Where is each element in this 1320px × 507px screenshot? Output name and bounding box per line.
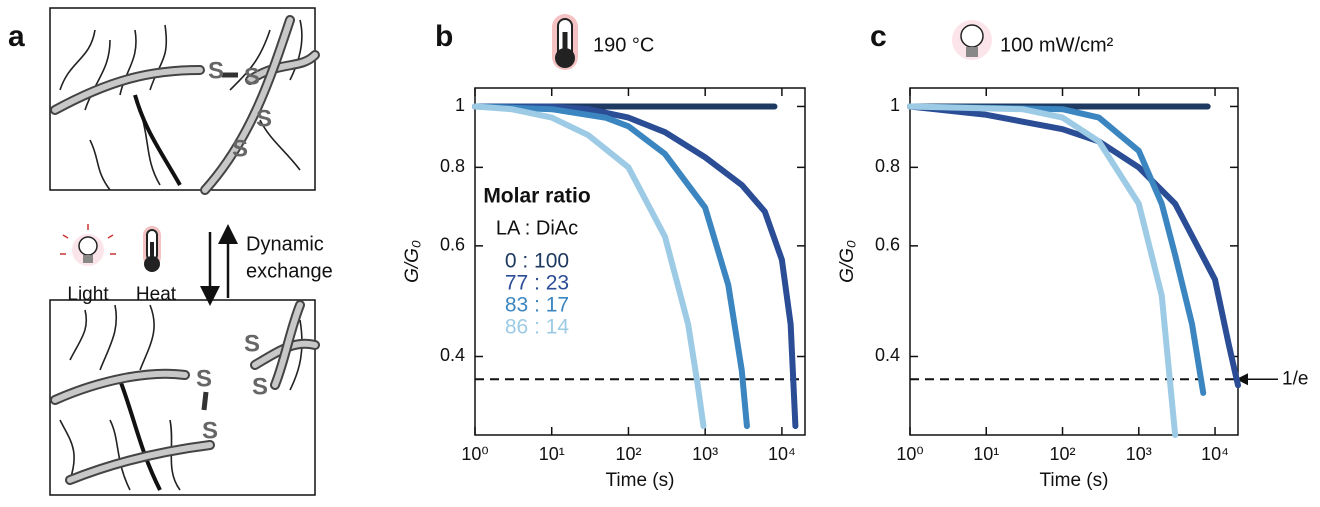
thermometer-icon [143, 226, 161, 272]
legend-entry: 77 : 23 [505, 272, 569, 295]
panel-label: c [870, 20, 887, 53]
sulfur: S [252, 373, 268, 400]
x-tick-label: 10⁴ [768, 444, 796, 464]
legend-entry: 83 : 17 [505, 294, 569, 317]
series-line [472, 103, 799, 430]
annotation: 190 °C [593, 34, 654, 56]
sulfur: S [202, 417, 218, 444]
legend-entry: 0 : 100 [505, 250, 569, 273]
light-label: Light [67, 284, 109, 305]
exchange-label: Dynamic [246, 233, 324, 255]
series-line [907, 103, 1207, 396]
sulfur: S [244, 330, 260, 357]
x-tick-label: 10³ [1126, 444, 1152, 464]
series-line [907, 103, 1241, 389]
y-tick-label: 0.4 [875, 345, 900, 365]
thermometer-icon [555, 48, 575, 68]
y-tick-label: 1 [455, 95, 465, 115]
annotation: 100 mW/cm² [1000, 34, 1114, 56]
network-bottom: S S S S [49, 299, 320, 496]
plot-frame [909, 87, 1239, 436]
y-tick-label: 0.6 [440, 235, 465, 255]
x-tick-label: 10³ [692, 444, 718, 464]
y-tick-label: 0.8 [440, 156, 465, 176]
bulb-icon [966, 47, 978, 57]
network-top: S S S S [49, 7, 320, 195]
series-line [472, 103, 750, 430]
panel-label: a [8, 20, 25, 53]
sulfur: S [256, 105, 272, 132]
x-tick-label: 10⁰ [896, 444, 923, 464]
heat-label: Heat [136, 284, 177, 305]
y-tick-label: 1 [890, 95, 900, 115]
exchange-label: exchange [246, 260, 333, 282]
y-tick-label: 0.8 [875, 156, 900, 176]
y-tick-label: 0.4 [440, 345, 465, 365]
x-tick-label: 10² [615, 444, 641, 464]
y-tick-label: 0.6 [875, 235, 900, 255]
sulfur: S [208, 57, 224, 84]
panel-label: b [435, 20, 453, 53]
series-line [472, 103, 707, 430]
x-axis-label: Time (s) [606, 470, 675, 491]
x-tick-label: 10¹ [973, 444, 999, 464]
bulb-icon [960, 24, 984, 48]
y-axis-label: G/G₀ [402, 240, 423, 283]
reference-label: 1/e [1282, 368, 1308, 389]
plot-frame [474, 87, 806, 436]
series-line [907, 103, 1179, 438]
x-tick-label: 10¹ [539, 444, 565, 464]
sulfur: S [232, 135, 248, 162]
sulfur: S [244, 63, 260, 90]
legend-title: Molar ratio [483, 185, 590, 208]
bulb-icon [60, 224, 116, 266]
thermometer-icon [562, 32, 568, 56]
sulfur: S [196, 365, 212, 392]
x-tick-label: 10⁰ [461, 444, 488, 464]
x-tick-label: 10² [1050, 444, 1076, 464]
x-tick-label: 10⁴ [1201, 444, 1229, 464]
y-axis-label: G/G₀ [837, 240, 858, 283]
legend-subtitle: LA : DiAc [496, 217, 578, 239]
legend-entry: 86 : 14 [505, 316, 570, 339]
x-axis-label: Time (s) [1040, 470, 1109, 491]
